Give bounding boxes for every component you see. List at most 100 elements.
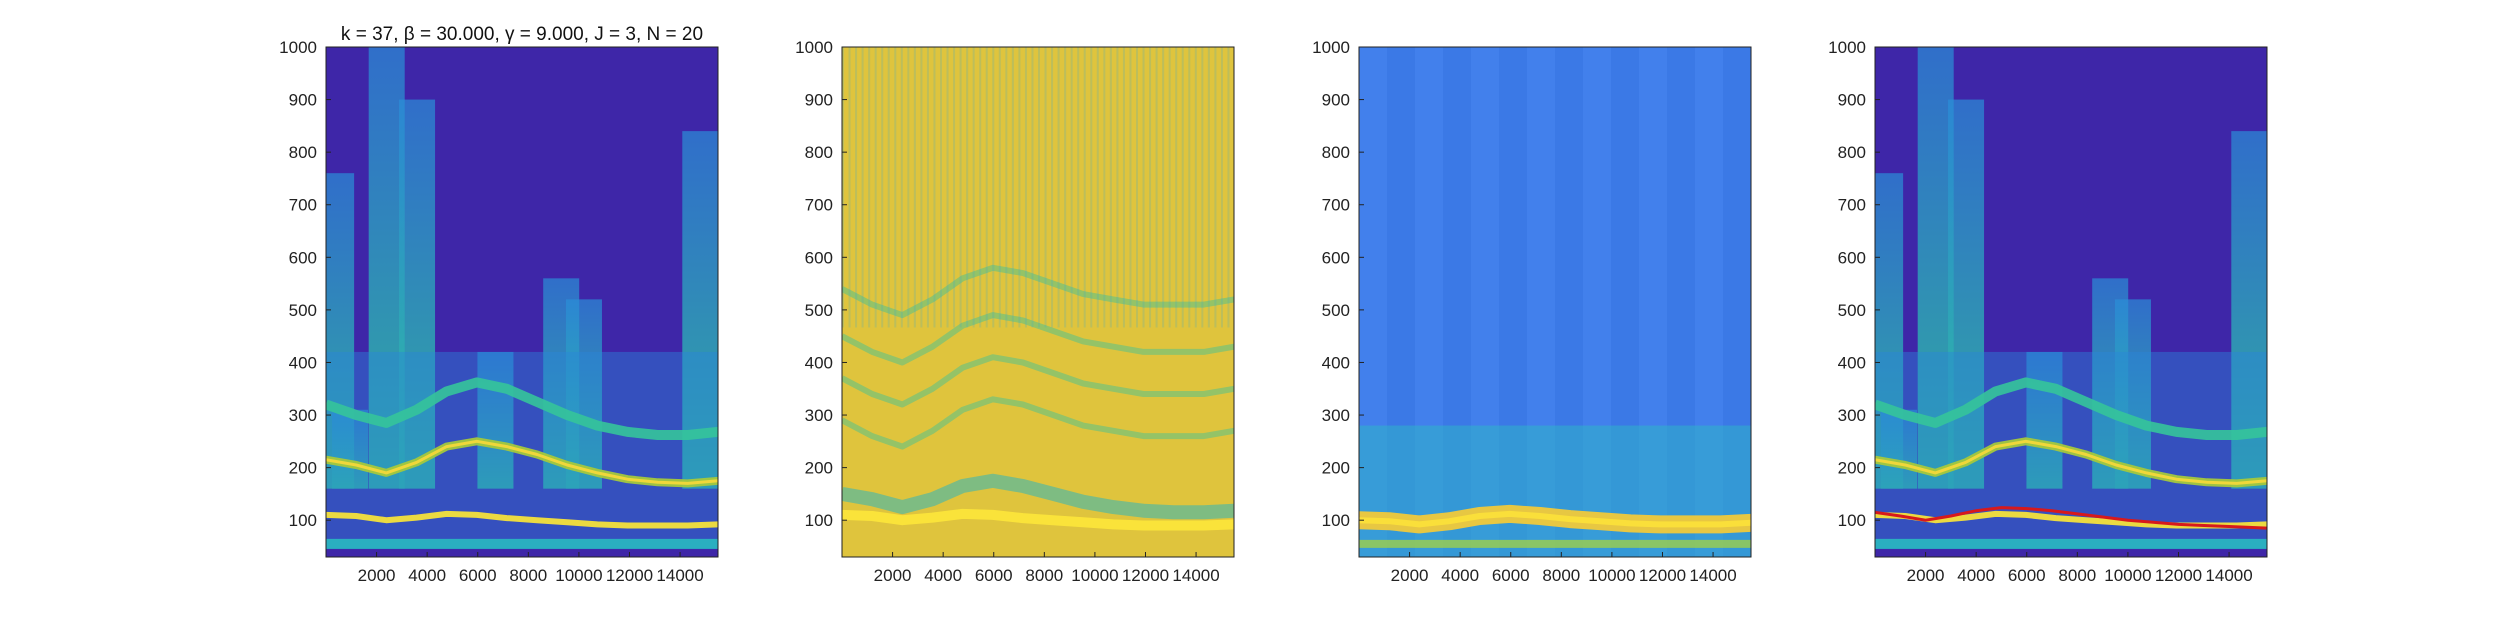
heatmap-panel-1: 100 200 300 400 500 600 700 800 900 1000 2000 4000 6… (279, 38, 719, 585)
texture-stripe (959, 47, 962, 328)
y-tick-label: 400 (1322, 353, 1350, 372)
x-tick-label: 2000 (358, 566, 396, 585)
axes-frame (1358, 46, 1752, 558)
texture-stripe (1051, 47, 1054, 328)
texture-stripe (926, 47, 929, 328)
heatmap-panel-4: 100 200 300 400 500 600 700 800 900 1000 2000 4000 6… (1828, 38, 2268, 585)
harmonic-band (842, 396, 1234, 450)
x-tick-label: 10000 (2104, 566, 2151, 585)
low-frequency-region (1359, 425, 1751, 557)
heatmap-panel-2: 100 200 300 400 500 600 700 800 900 1000 2000 4000 6… (795, 38, 1235, 585)
x-tick-label: 6000 (459, 566, 497, 585)
x-tick-label: 14000 (656, 566, 703, 585)
texture-stripe (1168, 47, 1171, 328)
y-tick-label: 700 (289, 196, 317, 215)
texture-stripe (979, 47, 982, 328)
x-tick-label: 10000 (1588, 566, 1635, 585)
y-tick-label: 1000 (1828, 38, 1866, 57)
y-tick-label: 600 (805, 248, 833, 267)
texture-stripe (1207, 47, 1210, 328)
x-tick-label: 4000 (924, 566, 962, 585)
texture-stripe (1057, 47, 1060, 328)
y-tick-label: 600 (1322, 248, 1350, 267)
harmonic-band (842, 354, 1234, 408)
y-tick-label: 100 (289, 511, 317, 530)
texture-stripe (874, 47, 877, 328)
y-tick-label: 300 (289, 406, 317, 425)
heatmap-image (1359, 47, 1751, 557)
spectral-lobe (477, 351, 514, 489)
x-tick-label: 8000 (509, 566, 547, 585)
texture-stripe (1175, 47, 1178, 328)
y-tick-label: 800 (1322, 143, 1350, 162)
texture-stripe (1109, 47, 1112, 328)
texture-stripe (1220, 47, 1223, 328)
texture-stripe (966, 47, 969, 328)
x-tick-label: 14000 (1172, 566, 1219, 585)
y-tick-label: 300 (1322, 406, 1350, 425)
texture-stripe (1136, 47, 1138, 328)
x-tick-label: 4000 (1441, 566, 1479, 585)
texture-stripe (848, 47, 851, 328)
y-tick-label: 1000 (795, 38, 833, 57)
y-tick-label: 500 (1838, 301, 1866, 320)
texture-stripe (1129, 47, 1132, 328)
spectral-lobe (399, 99, 436, 489)
y-tick-label: 200 (289, 459, 317, 478)
texture-stripe (1122, 47, 1125, 328)
texture-stripe (1116, 47, 1119, 328)
texture-stripe (1096, 47, 1099, 328)
texture-stripe (894, 47, 897, 328)
y-tick-label: 400 (289, 353, 317, 372)
texture-stripe (855, 47, 858, 328)
harmonic-band (842, 264, 1234, 319)
y-tick-label: 100 (805, 511, 833, 530)
texture-stripe (1031, 47, 1034, 328)
y-tick-label: 200 (1322, 459, 1350, 478)
spectral-lobe (1948, 99, 1985, 489)
y-tick-label: 800 (805, 143, 833, 162)
x-tick-label: 10000 (555, 566, 602, 585)
texture-stripe (953, 47, 956, 328)
y-tick-label: 200 (805, 459, 833, 478)
y-tick-label: 700 (1322, 196, 1350, 215)
texture-stripe (913, 47, 916, 328)
x-tick-label: 2000 (1907, 566, 1945, 585)
texture-stripe (900, 47, 903, 328)
axes-frame (841, 46, 1235, 558)
texture-stripe (1090, 47, 1093, 328)
x-tick-label: 6000 (975, 566, 1013, 585)
dominant-ridge (1359, 510, 1751, 528)
texture-stripe (1077, 47, 1080, 328)
texture-stripe (940, 47, 942, 328)
texture-stripe (1018, 47, 1021, 328)
spectral-lobe (2026, 351, 2063, 489)
texture-stripe (1083, 47, 1086, 328)
y-tick-label: 500 (289, 301, 317, 320)
texture-stripe (868, 47, 871, 328)
heatmap-band (1875, 377, 2267, 440)
y-tick-label: 900 (289, 91, 317, 110)
heatmap-band (326, 510, 718, 529)
heatmap-band (1875, 439, 2267, 485)
heatmap-image (326, 47, 718, 557)
texture-stripe (946, 47, 949, 328)
texture-stripe (1064, 47, 1067, 328)
texture-stripe (1103, 47, 1106, 328)
texture-stripe (881, 47, 884, 328)
texture-stripe (1044, 47, 1047, 328)
heatmap-image (842, 47, 1234, 557)
y-tick-label: 100 (1322, 511, 1350, 530)
x-tick-label: 14000 (1689, 566, 1736, 585)
x-tick-label: 12000 (2155, 566, 2202, 585)
texture-stripe (1005, 47, 1008, 328)
x-tick-label: 6000 (2008, 566, 2046, 585)
texture-stripe (1227, 47, 1230, 328)
y-tick-label: 900 (805, 91, 833, 110)
x-tick-label: 8000 (1542, 566, 1580, 585)
texture-stripe (933, 47, 936, 328)
harmonic-band (842, 473, 1234, 520)
texture-stripe (887, 47, 890, 328)
x-tick-label: 4000 (408, 566, 446, 585)
